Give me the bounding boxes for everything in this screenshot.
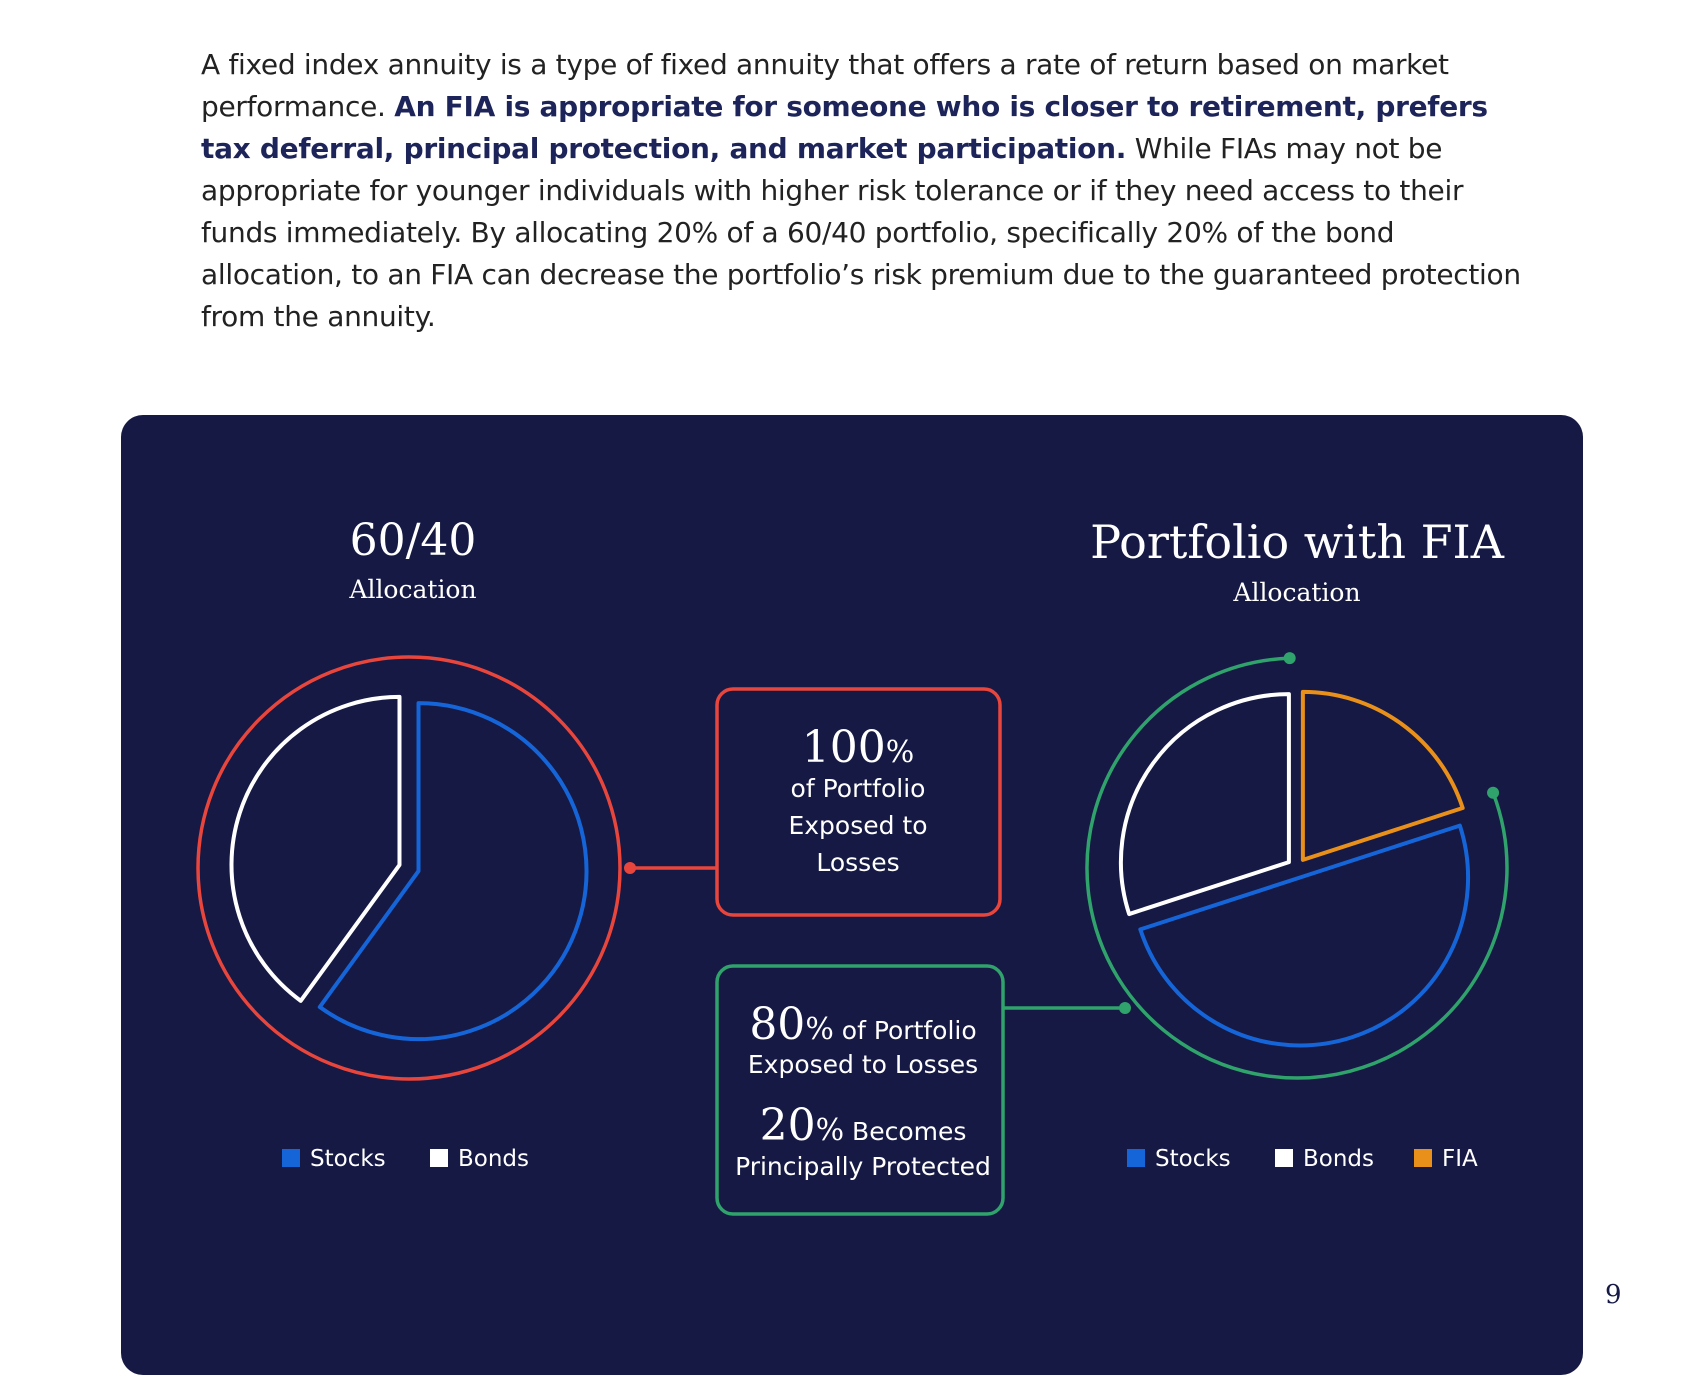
- chart2-slice-stocks: [1138, 823, 1471, 1048]
- chart2-slice-bonds: [1118, 692, 1291, 917]
- intro-paragraph: A fixed index annuity is a type of fixed…: [201, 44, 1531, 338]
- intro-text-1: A fixed index annuity is a type of fixed…: [201, 48, 1449, 123]
- chart2-ring-start-dot: [1487, 786, 1500, 799]
- risk-callout-box: [715, 687, 1002, 917]
- chart2-subtitle: Allocation: [1232, 578, 1360, 607]
- chart2-legend: Stocks Bonds FIA: [1127, 1146, 1478, 1172]
- chart2-legend-fia-swatch: [1414, 1149, 1432, 1167]
- chart2-legend-stocks-label: Stocks: [1155, 1146, 1231, 1172]
- intro-text-2: While FIAs may not be appropriate for yo…: [201, 132, 1521, 333]
- risk-callout-percent: 100%: [802, 722, 915, 773]
- chart2-legend-bonds-swatch: [1275, 1149, 1293, 1167]
- chart1-title: 60/40: [350, 515, 477, 566]
- chart1-legend: Stocks Bonds: [282, 1146, 529, 1172]
- protected-callout-line4: Principally Protected: [735, 1152, 991, 1181]
- chart1-slice-bonds: [229, 694, 402, 1003]
- chart1-slices: [229, 694, 589, 1042]
- protected-connector-dot: [1119, 1002, 1131, 1014]
- protected-callout-line2: Exposed to Losses: [748, 1050, 978, 1079]
- chart2-legend-fia-label: FIA: [1442, 1146, 1478, 1172]
- intro-highlight: An FIA is appropriate for someone who is…: [201, 90, 1488, 165]
- chart2-legend-stocks-swatch: [1127, 1149, 1145, 1167]
- risk-callout-line2: Exposed to: [788, 811, 927, 840]
- chart2-ring-end-dot: [1283, 652, 1296, 665]
- protected-callout-line3: 20% Becomes: [760, 1100, 967, 1151]
- chart1-legend-bonds-label: Bonds: [458, 1146, 529, 1172]
- allocation-charts: 60/40 Allocation Portfolio with FIA Allo…: [196, 515, 1509, 1216]
- chart1-legend-bonds-swatch: [430, 1149, 448, 1167]
- risk-callout-line1: of Portfolio: [791, 774, 926, 803]
- risk-connector-dot: [624, 862, 636, 874]
- risk-callout-line3: Losses: [816, 848, 899, 877]
- chart1-slice-stocks: [317, 701, 589, 1042]
- chart1-risk-ring: [196, 655, 622, 1081]
- chart2-slices: [1118, 689, 1471, 1048]
- page-number: 9: [1605, 1280, 1622, 1310]
- chart2-legend-bonds-label: Bonds: [1303, 1146, 1374, 1172]
- chart2-title: Portfolio with FIA: [1090, 515, 1505, 569]
- protected-callout-box: [715, 964, 1005, 1216]
- chart1-subtitle: Allocation: [348, 575, 476, 604]
- chart1-legend-stocks-swatch: [282, 1149, 300, 1167]
- protected-callout-line1: 80% of Portfolio: [749, 999, 976, 1050]
- chart1-legend-stocks-label: Stocks: [310, 1146, 386, 1172]
- chart2-protected-ring: [1085, 656, 1509, 1080]
- chart2-slice-fia: [1300, 689, 1465, 862]
